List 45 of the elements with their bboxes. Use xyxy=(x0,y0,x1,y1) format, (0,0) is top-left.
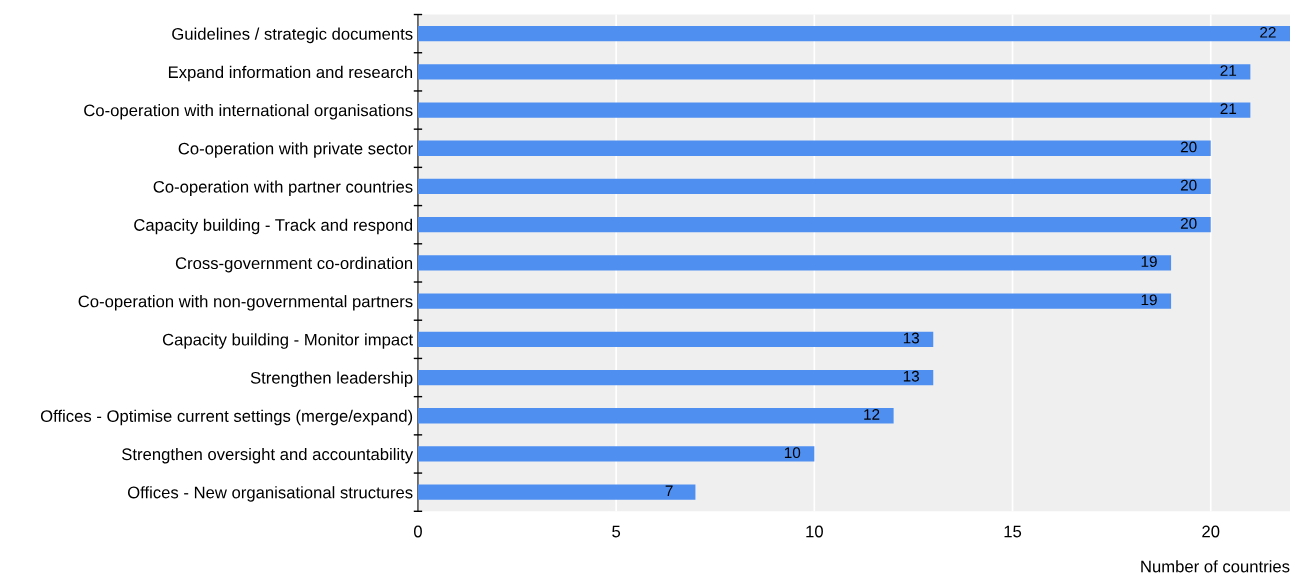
data-label: 12 xyxy=(864,409,880,420)
data-label: 20 xyxy=(1180,179,1197,191)
bar xyxy=(417,140,1211,156)
data-label: 22 xyxy=(1260,26,1276,38)
data-label: 21 xyxy=(1220,103,1237,115)
data-label: 20 xyxy=(1180,141,1197,153)
x-tick-label: 0 xyxy=(413,525,422,538)
bar xyxy=(417,484,696,500)
x-tick-label: 5 xyxy=(612,525,621,538)
y-tick-label: Capacity building - Monitor impact xyxy=(162,333,413,349)
y-tick-label: Co-operation with partner countries xyxy=(153,180,413,196)
y-tick-label: Strengthen leadership xyxy=(250,371,413,388)
x-tick-label: 15 xyxy=(1004,525,1022,538)
x-tick-label: 10 xyxy=(806,525,823,538)
bar xyxy=(417,217,1211,233)
bar xyxy=(417,446,815,462)
y-tick-label: Cross-government co-ordination xyxy=(175,256,413,273)
y-tick-label: Capacity building - Track and respond xyxy=(134,218,413,235)
data-label: 21 xyxy=(1220,65,1237,76)
x-axis-title: Number of countries xyxy=(1141,560,1290,573)
bar xyxy=(417,64,1251,80)
data-label: 13 xyxy=(903,332,920,344)
bar xyxy=(417,255,1172,271)
data-label: 13 xyxy=(903,370,920,382)
x-tick-label: 20 xyxy=(1202,525,1220,538)
data-label: 20 xyxy=(1180,217,1197,229)
y-tick-label: Co-operation with international organisations xyxy=(84,104,413,120)
bar xyxy=(417,293,1172,309)
bar xyxy=(417,369,934,386)
bar xyxy=(417,178,1211,195)
y-tick-label: Offices - Optimise current settings (merge/expand) xyxy=(40,409,413,426)
y-tick-label: Strengthen oversight and accountability xyxy=(122,447,414,464)
y-tick-label: Co-operation with private sector xyxy=(178,142,413,158)
y-tick-label: Expand information and research xyxy=(168,65,413,82)
bar xyxy=(417,331,934,347)
y-tick-label: Offices - New organisational structures xyxy=(127,486,413,502)
data-label: 10 xyxy=(784,447,801,459)
data-label: 7 xyxy=(665,485,673,497)
y-tick-label: Guidelines / strategic documents xyxy=(172,27,413,44)
data-label: 19 xyxy=(1141,294,1157,306)
data-label: 19 xyxy=(1141,256,1157,267)
bar xyxy=(417,408,894,424)
bar xyxy=(417,102,1251,118)
bar xyxy=(417,25,1290,42)
y-tick-label: Co-operation with non-governmental partners xyxy=(78,295,413,311)
